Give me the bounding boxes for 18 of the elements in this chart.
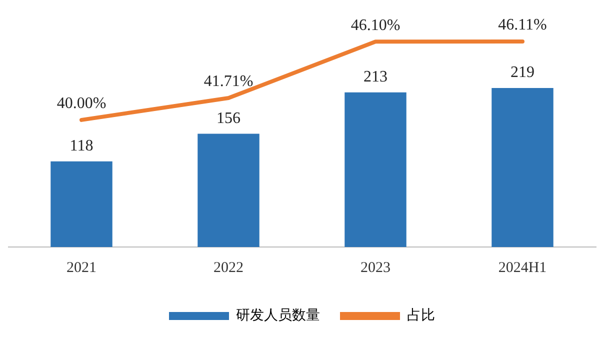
data-label: 118	[70, 138, 94, 155]
x-tick-label: 2023	[360, 260, 390, 276]
legend-label: 研发人员数量	[236, 308, 320, 324]
data-label: 156	[216, 110, 240, 127]
bar	[50, 161, 112, 247]
data-label: 213	[364, 68, 388, 86]
bar	[198, 134, 260, 247]
bar	[492, 88, 554, 247]
data-label: 40.00%	[56, 95, 106, 112]
x-tick-label: 2021	[66, 260, 96, 276]
x-tick-label: 2022	[214, 260, 244, 276]
data-label: 46.11%	[498, 16, 547, 34]
x-tick-label: 2024H1	[498, 260, 547, 276]
legend-label: 占比	[407, 308, 435, 324]
data-label: 219	[510, 64, 534, 82]
data-label: 41.71%	[204, 73, 254, 90]
bar	[344, 92, 406, 247]
data-label: 46.10%	[350, 16, 400, 34]
